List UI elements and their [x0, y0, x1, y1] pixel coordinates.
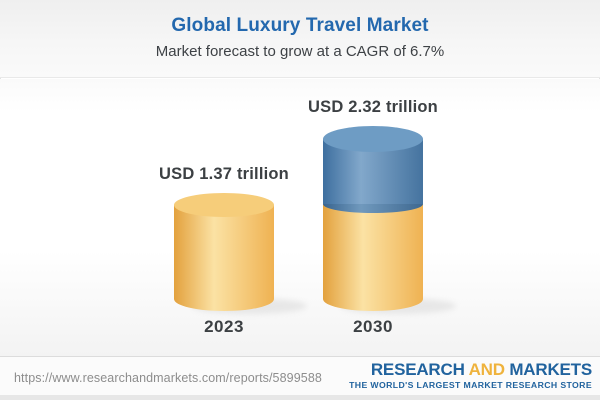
cylinder-chart-canvas [174, 126, 456, 314]
cylinder-2030-growth-segment [323, 126, 423, 213]
logo-tagline: THE WORLD'S LARGEST MARKET RESEARCH STOR… [349, 380, 592, 390]
data-label-2023: USD 1.37 trillion [159, 165, 289, 183]
logo-word-and: AND [468, 360, 505, 379]
category-label-2023: 2023 [204, 317, 244, 336]
research-and-markets-logo: RESEARCH AND MARKETS THE WORLD'S LARGEST… [349, 361, 592, 390]
page-title: Global Luxury Travel Market [171, 15, 429, 36]
bottom-strip [0, 395, 600, 400]
page-subtitle: Market forecast to grow at a CAGR of 6.7… [155, 43, 445, 60]
logo-word-research: RESEARCH [370, 360, 465, 379]
report-url: https://www.researchandmarkets.com/repor… [14, 371, 322, 385]
category-label-2030: 2030 [353, 317, 393, 336]
logo-wordmark: RESEARCH AND MARKETS [349, 361, 592, 378]
data-label-2030: USD 2.32 trillion [308, 98, 438, 116]
footer: https://www.researchandmarkets.com/repor… [0, 356, 600, 400]
cylinder-2023 [174, 193, 274, 311]
bar-chart: USD 1.37 trillion USD 2.32 trillion 2023… [0, 79, 600, 356]
cylinder-2030 [323, 126, 423, 311]
header: Global Luxury Travel Market Market forec… [0, 0, 600, 78]
logo-word-markets: MARKETS [509, 360, 592, 379]
